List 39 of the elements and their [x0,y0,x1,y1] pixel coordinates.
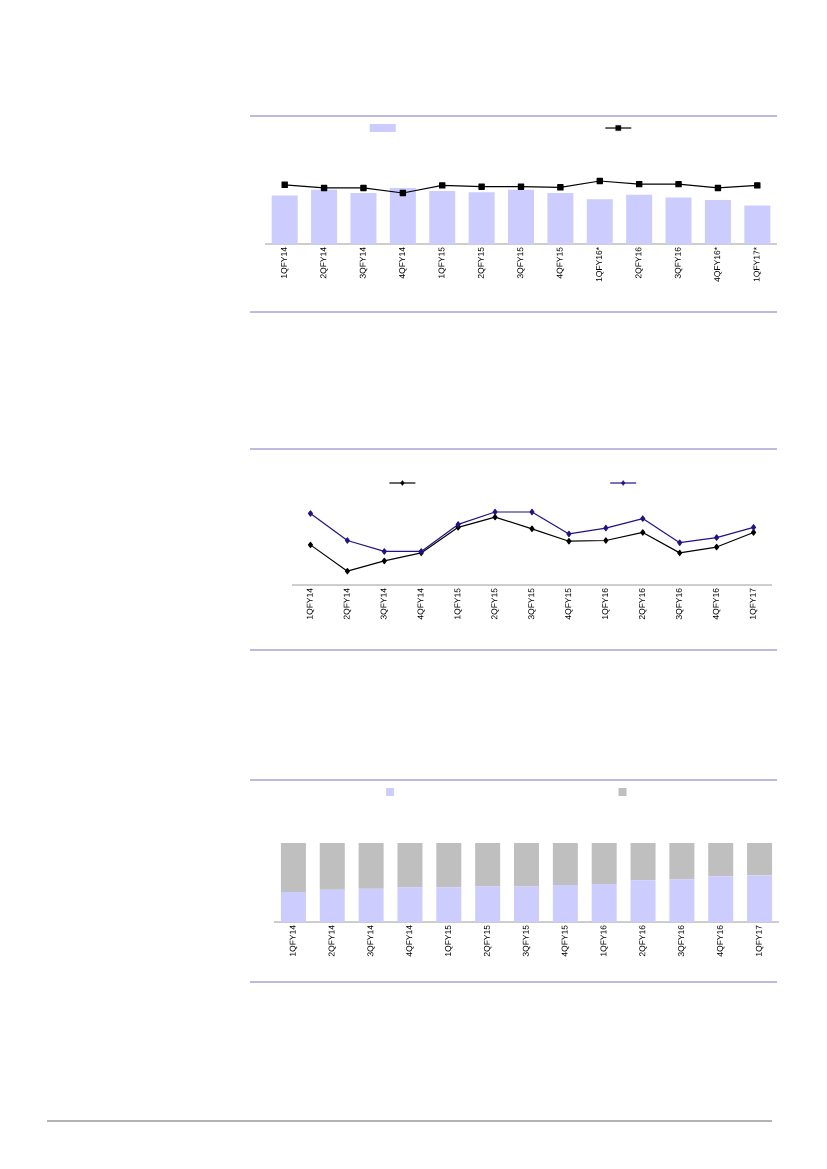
x-tick-label: 2QFY14 [328,925,337,957]
x-tick-label: 4QFY14 [417,588,425,620]
x-tick-label: 1QFY14 [289,925,298,956]
x-tick-label: 1QFY16 [602,588,610,619]
x-tick-label: 4QFY14 [406,925,414,957]
x-tick-label: 2QFY16 [635,247,643,279]
x-tick-label: 1QFY15 [445,925,453,956]
x-tick-label: 2QFY16 [639,588,647,620]
x-tick-label: 4QFY15 [561,925,570,957]
x-tick-label: 2QFY15 [491,588,499,620]
x-tick-label: 1QFY16 [600,925,608,956]
x-tick-label: 2QFY14 [320,247,328,279]
x-tick-label: 1QFY17 [755,925,764,956]
x-tick-label: 3QFY16 [678,925,686,957]
x-tick-label: 2QFY15 [477,247,486,279]
x-tick-label: 1QFY14 [280,247,289,278]
x-tick-label: 1QFY15 [454,588,462,619]
x-tick-label: 4QFY16 [712,588,721,620]
x-tick-label: 1QFY17 [749,588,758,619]
x-tick-label: 4QFY14 [399,247,407,279]
x-tick-label: 3QFY14 [359,247,368,279]
x-tick-label: 1QFY15 [438,247,446,278]
x-tick-label: 2QFY14 [343,588,352,620]
x-tick-label: 4QFY16 [716,925,725,957]
x-tick-label: 1QFY17* [753,247,762,282]
x-tick-label: 3QFY16 [675,588,684,620]
x-tick-label: 2QFY16 [639,925,647,957]
x-tick-label: 3QFY15 [522,925,531,957]
x-tick-label: 1QFY14 [306,588,315,619]
x-tick-label: 3QFY14 [367,925,375,957]
x-tick-label: 3QFY16 [674,247,683,279]
x-tick-label: 2QFY15 [483,925,492,957]
x-tick-label: 4QFY15 [556,247,565,279]
x-tick-label: 3QFY15 [528,588,536,620]
x-tick-label: 3QFY15 [517,247,525,279]
x-tick-label: 4QFY16* [714,247,722,282]
x-tick-label: 3QFY14 [380,588,389,620]
x-tick-label: 1QFY16* [596,247,604,282]
x-tick-label: 4QFY15 [565,588,573,620]
